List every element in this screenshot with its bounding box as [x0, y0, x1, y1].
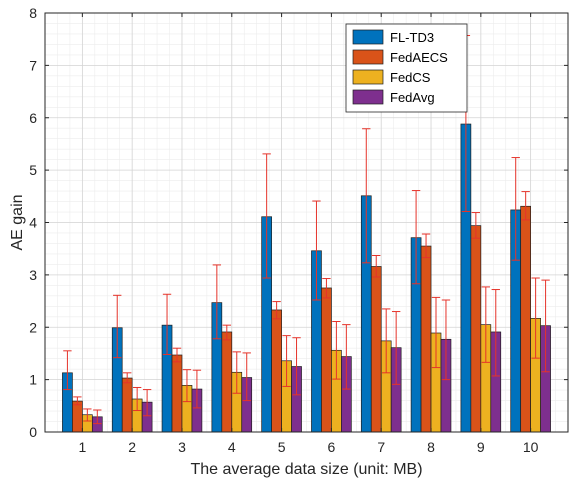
legend-swatch [352, 69, 384, 85]
error-bar [242, 352, 251, 402]
error-bar [192, 369, 202, 409]
error-bar [511, 157, 520, 261]
error-bar [73, 396, 82, 406]
x-tick-label: 7 [377, 439, 385, 455]
error-bar [172, 347, 182, 363]
error-bar [312, 200, 321, 301]
error-bar [162, 293, 172, 355]
error-bar [342, 324, 351, 390]
error-bar [441, 299, 451, 381]
bars [62, 123, 551, 433]
bar [121, 377, 133, 433]
legend-label: FedAvg [390, 90, 435, 105]
bar [171, 354, 183, 433]
error-bar [481, 286, 490, 363]
error-bar [123, 372, 132, 384]
bar [271, 309, 282, 433]
error-bar [262, 153, 271, 279]
legend-swatch [352, 29, 384, 45]
x-tick-label: 5 [278, 439, 286, 455]
error-bar [541, 279, 550, 373]
error-bar [332, 320, 341, 380]
x-tick-label: 6 [328, 439, 336, 455]
error-bar [292, 337, 301, 396]
y-tick-label: 7 [29, 57, 37, 73]
error-bar [132, 386, 142, 412]
legend-swatch [352, 49, 384, 65]
error-bar [471, 212, 481, 239]
y-tick-label: 5 [29, 162, 37, 178]
bar [221, 331, 233, 433]
legend: FL-TD3 FedAECS FedCS FedAvg [345, 23, 468, 113]
error-bar [63, 350, 72, 391]
x-tick-label: 4 [228, 439, 236, 455]
legend-label: FL-TD3 [390, 30, 434, 45]
y-axis-title: AE gain [9, 194, 26, 250]
error-bar [491, 289, 500, 377]
error-bars [63, 35, 550, 425]
y-tick-label: 2 [29, 319, 37, 335]
error-bar [362, 128, 371, 264]
bar [520, 205, 531, 433]
x-axis-title: The average data size (unit: MB) [190, 461, 422, 478]
error-bar [222, 324, 231, 341]
error-bar [521, 191, 530, 221]
error-bar [372, 254, 381, 278]
y-tick-label: 1 [29, 372, 37, 388]
error-bar [113, 294, 122, 359]
x-tick-label: 8 [427, 439, 435, 455]
y-tick-label: 6 [29, 110, 37, 126]
error-bar [93, 409, 102, 425]
y-tick-label: 4 [29, 215, 37, 231]
error-bar [431, 296, 441, 369]
x-tick-label: 1 [78, 439, 86, 455]
error-bar [531, 277, 540, 359]
y-tick-label: 8 [29, 5, 37, 21]
legend-swatch [352, 89, 384, 105]
error-bar [83, 408, 92, 422]
x-tick-label: 10 [523, 439, 539, 455]
legend-label: FedAECS [390, 50, 448, 65]
bar [420, 245, 432, 433]
error-bar [282, 335, 291, 387]
error-bar [391, 311, 401, 385]
y-tick-label: 0 [29, 424, 37, 440]
bar [72, 400, 83, 433]
error-bar [322, 278, 331, 299]
bar [470, 225, 482, 433]
error-bar [182, 369, 192, 403]
x-tick-label: 9 [477, 439, 485, 455]
y-tick-label: 3 [29, 267, 37, 283]
error-bar [382, 308, 391, 374]
error-bar [411, 190, 421, 285]
error-bar [272, 301, 281, 320]
error-bar [232, 351, 241, 394]
error-bar [421, 233, 431, 259]
x-tick-label: 3 [178, 439, 186, 455]
bar [321, 287, 332, 433]
legend-label: FedCS [390, 70, 431, 85]
axis-ticks: 0 1 2 3 4 5 6 7 8 1 2 3 4 5 6 7 8 9 10 [29, 5, 568, 455]
x-tick-label: 2 [128, 439, 136, 455]
bar [370, 266, 382, 433]
error-bar [212, 264, 222, 340]
error-bar [142, 389, 152, 417]
